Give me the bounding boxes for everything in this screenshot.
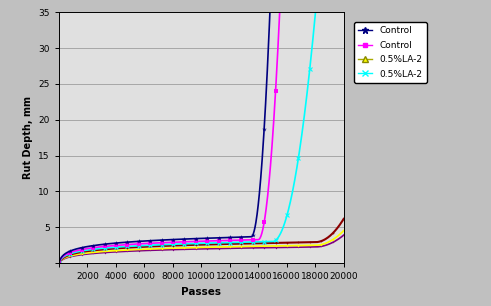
Legend: Control, Control, 0.5%LA-2, 0.5%LA-2: Control, Control, 0.5%LA-2, 0.5%LA-2 [354, 22, 427, 83]
Y-axis label: Rut Depth, mm: Rut Depth, mm [23, 96, 33, 179]
X-axis label: Passes: Passes [181, 287, 221, 297]
